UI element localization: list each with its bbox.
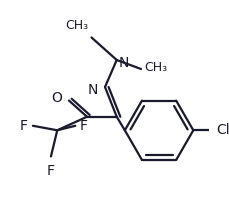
Text: CH₃: CH₃ xyxy=(144,61,167,74)
Text: F: F xyxy=(19,119,27,133)
Text: F: F xyxy=(47,164,55,178)
Text: N: N xyxy=(87,83,97,97)
Text: Cl: Cl xyxy=(216,123,229,137)
Text: CH₃: CH₃ xyxy=(65,19,87,32)
Text: O: O xyxy=(51,91,62,105)
Text: F: F xyxy=(79,119,87,133)
Text: N: N xyxy=(118,56,128,70)
